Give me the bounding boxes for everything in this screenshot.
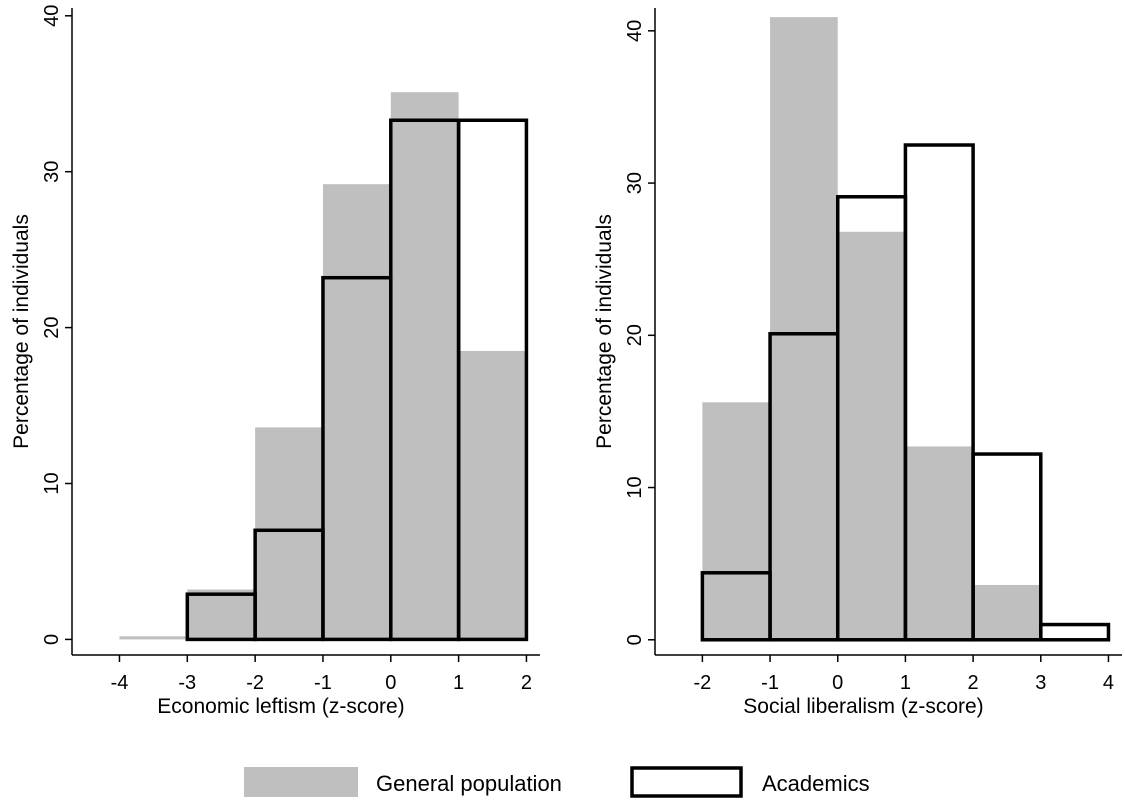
y-tick-label: 30 — [624, 172, 646, 194]
legend-swatch-academics — [630, 766, 743, 798]
y-tick-label: 20 — [624, 324, 646, 346]
bar-academics-3-to-4 — [1039, 622, 1111, 642]
legend-label-academics: Academics — [762, 771, 870, 796]
bar-general-population--1-to-0 — [322, 184, 391, 640]
bar-general-population-2-to-3 — [973, 584, 1041, 640]
legend-label-general-population: General population — [376, 771, 562, 796]
x-tick-label: 1 — [900, 672, 911, 694]
x-tick-label: -1 — [314, 672, 332, 694]
bar-general-population-1-to-2 — [905, 446, 974, 640]
x-tick-label: 2 — [968, 672, 979, 694]
x-tick-label: -2 — [246, 672, 264, 694]
x-tick-label: 0 — [832, 672, 843, 694]
x-tick-label: 3 — [1035, 672, 1046, 694]
y-tick-label: 0 — [41, 634, 63, 645]
x-tick-label: -1 — [761, 672, 779, 694]
bar-general-population-0-to-1 — [837, 231, 906, 640]
y-tick-label: 40 — [624, 20, 646, 42]
x-tick-label: 4 — [1103, 672, 1114, 694]
x-tick-label: 0 — [385, 672, 396, 694]
bar-general-population--1-to-0 — [770, 17, 838, 640]
bar-academics-2-to-3 — [971, 452, 1043, 642]
y-axis-title: Percentage of individuals — [10, 214, 33, 449]
bar-academics-1-to-2 — [903, 143, 975, 642]
y-tick-label: 20 — [41, 316, 63, 338]
chart-panel-economic-leftism: 0 10 20 30 40 -4 -3 -2 -1 0 1 2 Economic leftism (z-… — [10, 5, 540, 718]
y-tick-label: 30 — [41, 161, 63, 183]
legend: General population Academics — [244, 766, 870, 798]
y-tick-label: 40 — [41, 5, 63, 27]
y-axis-title: Percentage of individuals — [593, 214, 616, 449]
legend-swatch-general-population — [244, 767, 358, 797]
x-tick-label: 2 — [521, 672, 532, 694]
x-tick-label: -2 — [693, 672, 711, 694]
bar-general-population--2-to--1 — [702, 402, 771, 640]
y-tick-label: 0 — [624, 634, 646, 645]
x-axis-title: Economic leftism (z-score) — [157, 695, 404, 718]
x-tick-label: -3 — [178, 672, 196, 694]
bar-general-population--3-to--2 — [187, 589, 256, 640]
bar-general-population--2-to--1 — [255, 427, 323, 640]
bar-general-population--4-to--3 — [119, 636, 188, 640]
bar-academics-1-to-2 — [456, 118, 529, 642]
y-tick-label: 10 — [624, 476, 646, 498]
x-axis-title: Social liberalism (z-score) — [743, 695, 983, 718]
y-tick-label: 10 — [41, 472, 63, 494]
x-tick-label: -4 — [111, 672, 129, 694]
chart-panel-social-liberalism: 0 10 20 30 40 -2 -1 0 1 2 3 4 Social liberalism (z-s… — [593, 8, 1122, 718]
bar-general-population-1-to-2 — [458, 350, 527, 640]
bar-general-population-0-to-1 — [390, 92, 459, 640]
x-tick-label: 1 — [453, 672, 464, 694]
